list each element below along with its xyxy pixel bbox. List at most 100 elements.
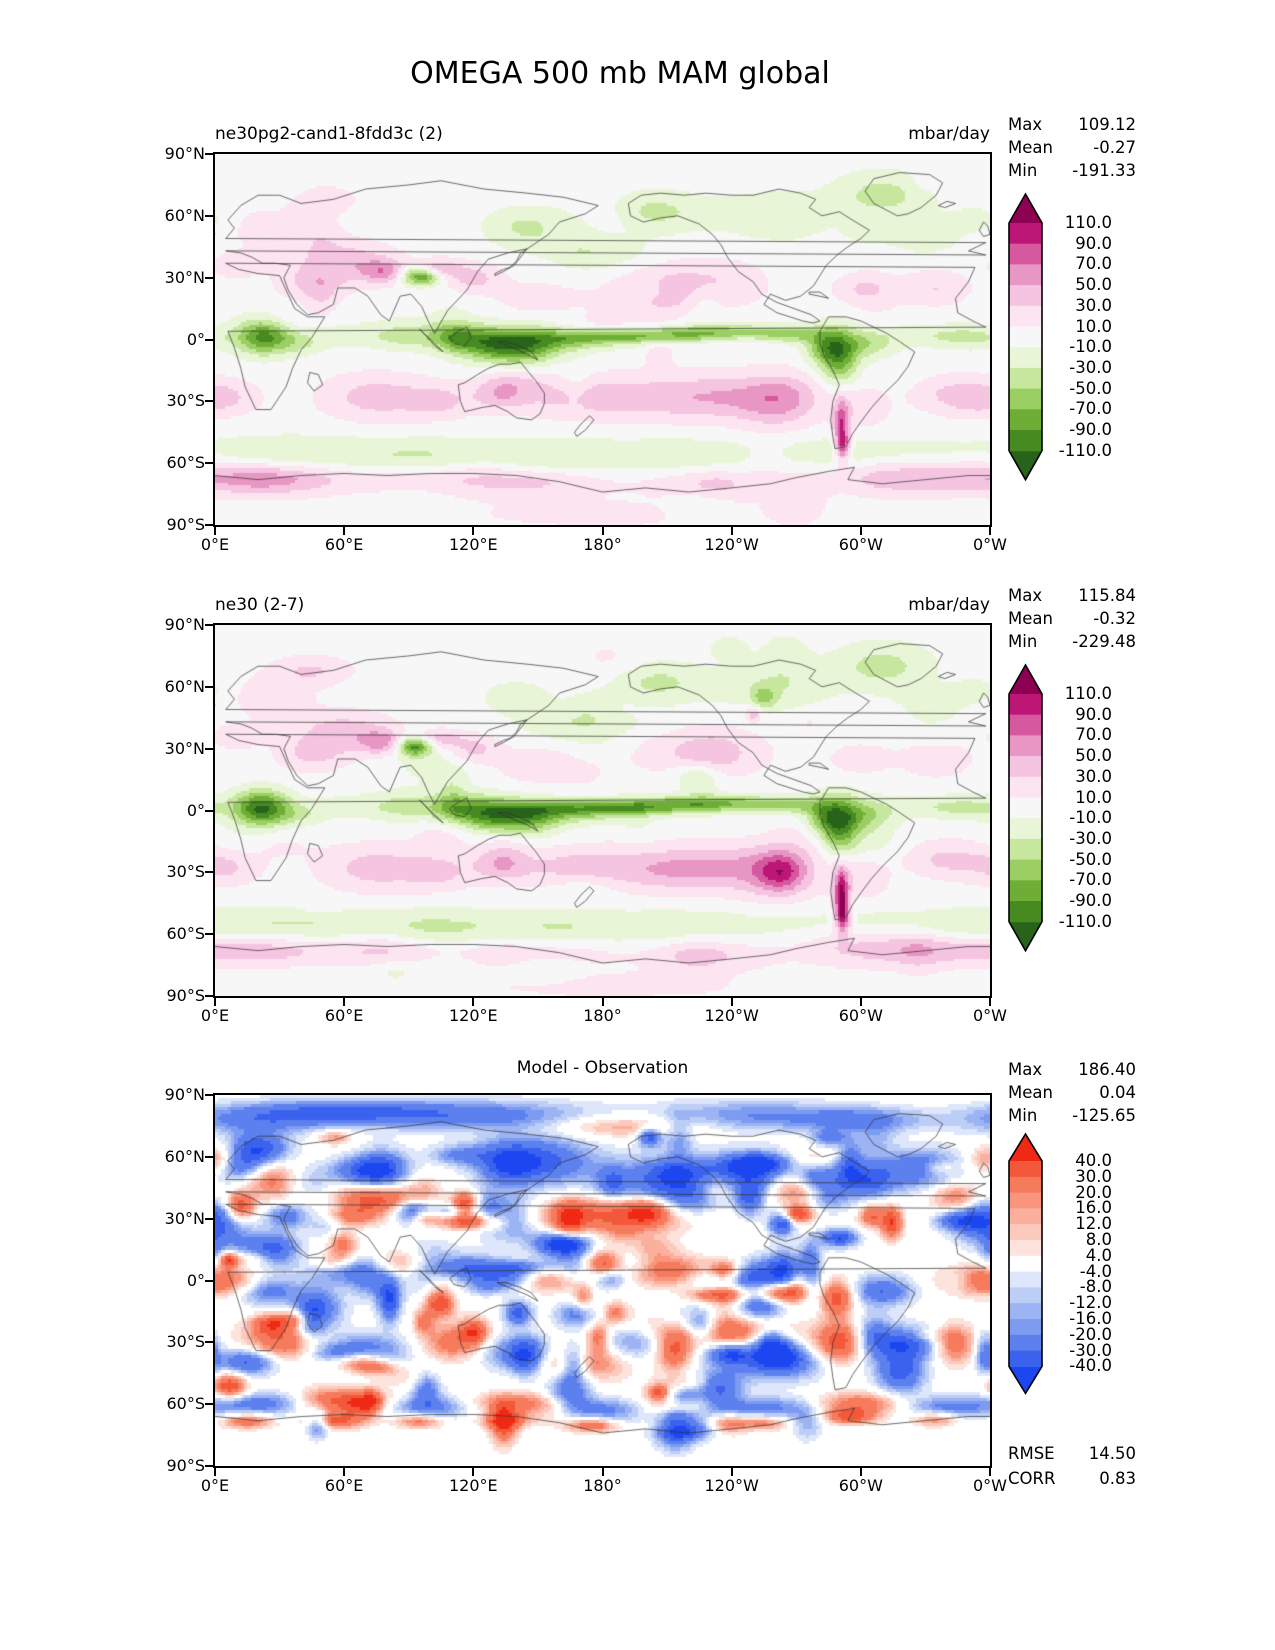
lat-tick-mark: [205, 871, 213, 874]
lon-tick-mark: [343, 527, 346, 535]
colorbar-tick-label: 20.0: [1075, 1182, 1112, 1202]
colorbar-tick-label: 30.0: [1075, 295, 1112, 315]
colorbar-tick-label: -110.0: [1058, 911, 1112, 931]
colorbar-tick-label: -70.0: [1069, 399, 1112, 419]
panel3-skill-stats: RMSE 14.50 CORR 0.83: [1008, 1441, 1136, 1491]
lat-tick-mark: [205, 1279, 213, 1282]
panel2-title: ne30 (2-7): [215, 595, 305, 615]
colorbar-tick-label: -10.0: [1069, 808, 1112, 828]
colorbar-segment: [1009, 367, 1042, 390]
stat-value: 14.50: [1088, 1444, 1136, 1463]
colorbar-tick-label: 10.0: [1075, 787, 1112, 807]
colorbar-segment: [1009, 388, 1042, 410]
stat-value: -0.32: [1093, 609, 1136, 628]
stat-label: Mean: [1008, 1083, 1053, 1102]
stat-row: Mean -0.27: [1008, 136, 1136, 159]
stat-label: RMSE: [1008, 1444, 1055, 1463]
lat-tick-mark: [205, 1217, 213, 1220]
stat-value: 109.12: [1078, 115, 1136, 134]
colorbar-segment: [1009, 1271, 1042, 1288]
lon-tick-mark: [601, 1468, 604, 1476]
lat-tick-mark: [205, 1094, 213, 1096]
colorbar-segment: [1009, 714, 1042, 736]
lat-tick-mark: [205, 1465, 213, 1467]
stat-value: -191.33: [1072, 161, 1136, 180]
colorbar-segment: [1009, 1287, 1042, 1304]
lon-tick-mark: [343, 998, 346, 1006]
colorbar-segment: [1009, 1334, 1042, 1352]
colorbar-segment: [1009, 1240, 1042, 1257]
colorbar-diff: [1008, 1132, 1043, 1395]
colorbar-segment: [1009, 818, 1042, 840]
lat-tick-label: 60°S: [166, 1394, 205, 1414]
colorbar-segment: [1009, 694, 1042, 716]
lon-tick-mark: [730, 1468, 733, 1476]
lat-tick-label: 90°N: [164, 615, 205, 634]
colorbar-tick-label: -16.0: [1069, 1309, 1112, 1328]
lat-tick-label: 30°S: [166, 1332, 205, 1352]
lon-tick-mark: [989, 1468, 991, 1476]
colorbar-tick-label: -50.0: [1069, 378, 1112, 398]
lat-tick-mark: [205, 276, 213, 279]
colorbar-tick-label: -8.0: [1079, 1277, 1112, 1297]
lat-tick-mark: [205, 338, 213, 341]
colorbar-segment: [1009, 880, 1042, 902]
panel3-stats: Max 186.40 Mean 0.04 Min -125.65: [1008, 1058, 1136, 1127]
colorbar-tick-label: -20.0: [1069, 1324, 1112, 1344]
stat-label: Max: [1008, 1060, 1043, 1079]
panel2-stats: Max 115.84 Mean -0.32 Min -229.48: [1008, 584, 1136, 653]
lon-tick-label: 60°E: [324, 1006, 364, 1025]
stat-row: Mean -0.32: [1008, 607, 1136, 630]
lon-tick-label: 120°W: [704, 1476, 759, 1495]
colorbar-tick-label: -30.0: [1069, 357, 1112, 377]
panel3-title: Model - Observation: [516, 1058, 689, 1078]
colorbar-tick-label: 110.0: [1064, 684, 1112, 703]
stat-value: -0.27: [1093, 138, 1136, 157]
figure-title: OMEGA 500 mb MAM global: [410, 56, 830, 91]
stat-row: Min -191.33: [1008, 159, 1136, 182]
lon-tick-label: 0°W: [973, 1006, 1007, 1025]
lon-tick-label: 180°: [583, 1476, 622, 1495]
lat-tick-mark: [205, 809, 213, 812]
lon-tick-label: 0°E: [200, 535, 230, 554]
colorbar-segment: [1009, 1303, 1042, 1320]
lat-tick-mark: [205, 400, 213, 403]
lat-tick-label: 60°S: [166, 924, 205, 944]
lat-tick-label: 60°S: [166, 453, 205, 473]
stat-row: Min -125.65: [1008, 1104, 1136, 1127]
stat-row: Max 186.40: [1008, 1058, 1136, 1081]
lat-tick-mark: [205, 995, 213, 997]
lon-tick-label: 180°: [583, 1006, 622, 1025]
lon-tick-mark: [859, 527, 862, 535]
lon-tick-label: 0°W: [973, 1476, 1007, 1495]
lon-tick-label: 120°W: [704, 1006, 759, 1025]
lat-tick-label: 90°S: [166, 986, 205, 1005]
lat-tick-label: 0°: [186, 800, 205, 820]
colorbar-segment: [1009, 1319, 1042, 1336]
lat-tick-label: 90°N: [164, 1085, 205, 1104]
stat-row: Mean 0.04: [1008, 1081, 1136, 1104]
stat-value: -125.65: [1072, 1106, 1136, 1125]
stat-label: Max: [1008, 115, 1043, 134]
colorbar-tick-label: 12.0: [1075, 1214, 1112, 1234]
lon-tick-label: 120°E: [449, 535, 498, 554]
lat-tick-mark: [205, 153, 213, 155]
colorbar-tick-label: -30.0: [1069, 828, 1112, 848]
stat-label: Mean: [1008, 138, 1053, 157]
map-canvas-model1: [215, 154, 990, 525]
colorbar-segment: [1009, 1255, 1042, 1273]
stat-row: CORR 0.83: [1008, 1466, 1136, 1491]
lon-tick-mark: [343, 1468, 346, 1476]
colorbar-tick-label: 50.0: [1075, 746, 1112, 766]
panel1-units: mbar/day: [908, 124, 990, 144]
stat-row: RMSE 14.50: [1008, 1441, 1136, 1466]
lat-tick-mark: [205, 1155, 213, 1158]
colorbar-tick-label: 4.0: [1085, 1245, 1112, 1265]
colorbar-segment: [1009, 859, 1042, 881]
lat-tick-label: 60°N: [164, 1146, 205, 1166]
lat-tick-label: 60°N: [164, 676, 205, 696]
colorbar-segment: [1009, 1192, 1042, 1209]
panel2-units: mbar/day: [908, 595, 990, 615]
lat-tick-label: 30°N: [164, 1208, 205, 1228]
